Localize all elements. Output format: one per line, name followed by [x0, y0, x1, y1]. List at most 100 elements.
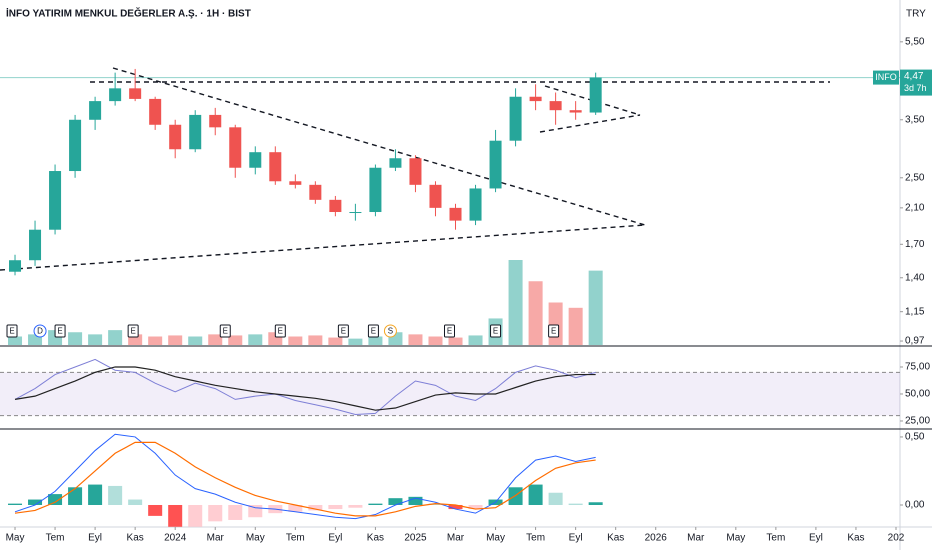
- volume-bar: [308, 335, 323, 345]
- y-tick-label: 5,50: [905, 36, 925, 47]
- macd-histogram-bar: [48, 494, 63, 505]
- event-badge: [54, 324, 66, 338]
- x-tick-label: Eyl: [88, 533, 102, 544]
- candle-body: [249, 152, 262, 168]
- y-tick-label: 25,00: [905, 416, 930, 427]
- y-tick-label: 3,50: [905, 114, 925, 125]
- x-tick-label: Kas: [847, 533, 864, 544]
- x-tick-label: Mar: [447, 533, 465, 544]
- y-tick-label: 50,00: [905, 389, 930, 400]
- y-tick-label: 0,50: [905, 432, 925, 443]
- macd-histogram-bar: [408, 496, 423, 505]
- macd-histogram-bar: [428, 503, 443, 505]
- volume-bar: [428, 336, 443, 345]
- macd-histogram-bar: [68, 487, 83, 505]
- x-tick-label: Tem: [286, 533, 305, 544]
- countdown-label: 3d 7h: [904, 83, 927, 93]
- candle-body: [409, 158, 422, 185]
- y-tick-label: 2,50: [905, 172, 925, 183]
- event-label: E: [447, 327, 452, 336]
- candle-body: [469, 188, 482, 221]
- x-tick-label: 2025: [404, 533, 427, 544]
- candle-body: [489, 140, 502, 189]
- macd-histogram-bar: [208, 504, 223, 522]
- candle-body: [29, 229, 42, 261]
- symbol-label: INFO: [875, 72, 897, 82]
- candle-body: [389, 158, 402, 168]
- event-label: E: [130, 327, 135, 336]
- x-tick-label: 2026: [645, 533, 668, 544]
- candle-body: [349, 212, 362, 214]
- event-label: E: [223, 327, 228, 336]
- x-tick-label: Eyl: [809, 533, 823, 544]
- event-badge: [337, 324, 349, 338]
- x-tick-label: May: [6, 533, 25, 544]
- candle-body: [429, 184, 442, 208]
- event-label: E: [493, 327, 498, 336]
- macd-histogram-bar: [368, 503, 383, 505]
- event-label: E: [278, 327, 283, 336]
- macd-histogram-bar: [388, 498, 403, 505]
- event-badge: [6, 324, 18, 338]
- signal-line: [14, 441, 596, 517]
- volume-bar: [248, 334, 263, 345]
- candle-body: [69, 119, 82, 172]
- macd-histogram-bar: [288, 504, 303, 512]
- x-tick-label: Tem: [766, 533, 785, 544]
- macd-histogram-bar: [128, 499, 143, 505]
- chart-title: İNFO YATIRIM MENKUL DEĞERLER A.Ş. · 1H ·…: [6, 7, 251, 20]
- candle-body: [569, 110, 582, 113]
- candle-body: [369, 167, 382, 213]
- candle-body: [329, 199, 342, 213]
- volume-bar: [68, 332, 83, 345]
- rsi-ma-line: [14, 366, 596, 411]
- macd-histogram-bar: [148, 504, 163, 516]
- volume-bar: [228, 335, 243, 345]
- volume-bar: [128, 334, 143, 345]
- event-badge: [490, 324, 502, 338]
- volume-bar: [108, 330, 123, 345]
- trendline: [539, 114, 641, 133]
- x-tick-label: 2024: [164, 533, 187, 544]
- event-badge: [33, 324, 47, 338]
- volume-bar: [168, 335, 183, 345]
- volume-bar: [408, 334, 423, 345]
- macd-histogram-bar: [528, 484, 543, 505]
- event-label: E: [57, 327, 62, 336]
- volume-bar: [348, 338, 363, 345]
- event-label: E: [551, 327, 556, 336]
- macd-histogram-bar: [348, 504, 363, 508]
- volume-bar: [288, 336, 303, 345]
- candle-body: [529, 96, 542, 102]
- macd-histogram-bar: [308, 504, 323, 511]
- symbol-badge: [873, 70, 899, 85]
- event-label: D: [37, 327, 43, 336]
- candle-body: [149, 98, 162, 125]
- volume-bar: [468, 335, 483, 345]
- candle-body: [309, 184, 322, 200]
- y-tick-label: 1,40: [905, 272, 925, 283]
- candle-body: [189, 114, 202, 150]
- event-badge: [127, 324, 139, 338]
- candle-body: [289, 181, 302, 185]
- y-tick-label: 0,97: [905, 336, 925, 347]
- macd-histogram-bar: [8, 503, 23, 505]
- x-tick-label: May: [486, 533, 505, 544]
- candle-body: [209, 114, 222, 128]
- macd-histogram-bar: [108, 485, 123, 505]
- event-badge: [367, 324, 379, 338]
- macd-histogram-bar: [468, 504, 483, 510]
- x-tick-label: Tem: [526, 533, 545, 544]
- volume-bar: [148, 336, 163, 345]
- currency: TRY: [906, 9, 926, 20]
- volume-bar: [328, 337, 343, 345]
- volume-bar: [508, 260, 523, 345]
- trendline: [112, 67, 646, 226]
- macd-histogram-bar: [88, 484, 103, 505]
- event-label: S: [388, 327, 393, 336]
- volume-bar: [208, 334, 223, 345]
- y-tick-label: 1,15: [905, 306, 925, 317]
- macd-histogram-bar: [448, 504, 463, 510]
- y-tick-label: 75,00: [905, 362, 930, 373]
